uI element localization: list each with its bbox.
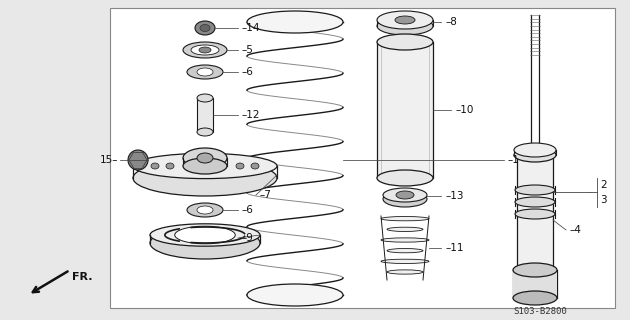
Text: FR.: FR. (72, 272, 93, 282)
Ellipse shape (197, 153, 213, 163)
Ellipse shape (517, 264, 553, 276)
Ellipse shape (395, 16, 415, 24)
Ellipse shape (247, 284, 343, 306)
Ellipse shape (199, 47, 211, 53)
Text: –4: –4 (570, 225, 582, 235)
Text: –6: –6 (242, 67, 254, 77)
Ellipse shape (377, 17, 433, 35)
Text: –12: –12 (242, 110, 260, 120)
Ellipse shape (513, 291, 557, 305)
Ellipse shape (191, 45, 219, 55)
Text: S103-B2800: S103-B2800 (513, 307, 567, 316)
Text: –9: –9 (242, 233, 254, 243)
Bar (110, 8, 615, 308)
Ellipse shape (383, 191, 427, 207)
Ellipse shape (381, 259, 429, 263)
Text: –10: –10 (455, 105, 473, 115)
Bar (197, 98, 213, 132)
Ellipse shape (236, 163, 244, 169)
Text: –11: –11 (445, 243, 464, 253)
Ellipse shape (133, 153, 277, 179)
Ellipse shape (151, 163, 159, 169)
Ellipse shape (513, 263, 557, 277)
Ellipse shape (197, 128, 213, 136)
Ellipse shape (200, 25, 210, 31)
Ellipse shape (514, 148, 556, 162)
Ellipse shape (133, 160, 277, 196)
Text: –5: –5 (242, 45, 254, 55)
Text: –14: –14 (242, 23, 260, 33)
Ellipse shape (515, 185, 555, 195)
Ellipse shape (387, 227, 423, 231)
Ellipse shape (197, 206, 213, 214)
Text: 15–: 15– (100, 155, 118, 165)
Ellipse shape (515, 209, 555, 219)
Ellipse shape (128, 150, 148, 170)
Ellipse shape (387, 270, 423, 274)
Text: 3: 3 (600, 195, 607, 205)
Ellipse shape (381, 238, 429, 242)
Text: –1: –1 (508, 155, 520, 165)
Bar (517, 155, 553, 270)
Ellipse shape (515, 197, 555, 207)
Ellipse shape (150, 224, 260, 246)
Ellipse shape (377, 170, 433, 186)
Ellipse shape (183, 42, 227, 58)
Ellipse shape (383, 188, 427, 202)
Ellipse shape (187, 65, 223, 79)
Bar (531, 15, 539, 155)
Ellipse shape (514, 143, 556, 157)
Ellipse shape (377, 34, 433, 50)
Text: –8: –8 (445, 17, 457, 27)
Ellipse shape (197, 94, 213, 102)
Ellipse shape (197, 68, 213, 76)
Ellipse shape (396, 191, 414, 199)
Ellipse shape (381, 217, 429, 221)
Text: 2: 2 (600, 180, 607, 190)
Ellipse shape (387, 249, 423, 253)
Ellipse shape (195, 21, 215, 35)
Ellipse shape (377, 11, 433, 29)
Bar (377, 42, 433, 178)
Ellipse shape (166, 163, 174, 169)
Ellipse shape (150, 227, 260, 259)
Bar (513, 270, 557, 298)
Ellipse shape (187, 203, 223, 217)
Ellipse shape (183, 148, 227, 168)
Ellipse shape (247, 11, 343, 33)
Text: –7: –7 (260, 190, 272, 200)
Ellipse shape (251, 163, 259, 169)
Ellipse shape (183, 158, 227, 174)
Text: –13: –13 (445, 191, 464, 201)
Ellipse shape (175, 226, 235, 244)
Text: –6: –6 (242, 205, 254, 215)
